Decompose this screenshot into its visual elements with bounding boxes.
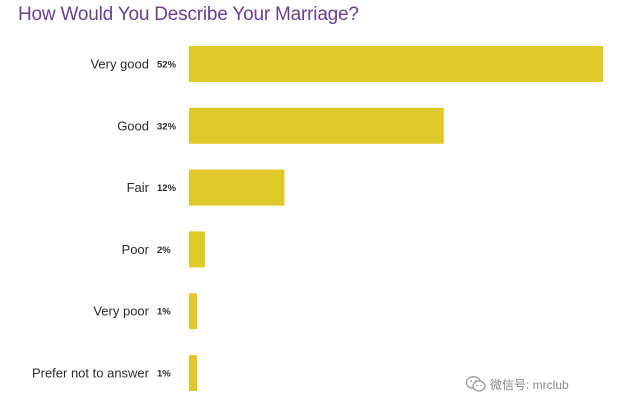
bar-very-poor — [189, 293, 197, 330]
category-label-very-poor: Very poor — [93, 304, 149, 319]
bar-prefer-not-to-answer — [189, 355, 197, 391]
bar-fair — [189, 169, 285, 206]
wechat-icon — [466, 376, 486, 392]
category-label-fair: Fair — [127, 180, 150, 195]
category-label-very-good: Very good — [90, 57, 149, 72]
watermark: 微信号: mrclub — [466, 374, 569, 394]
category-labels-group: Very good Good Fair Poor Very poor Prefer not… — [32, 57, 150, 381]
category-label-prefer-not-to-answer: Prefer not to answer — [32, 366, 150, 381]
value-label-prefer-not-to-answer: 1% — [157, 369, 171, 380]
value-label-poor: 2% — [157, 245, 171, 256]
bars-group — [189, 46, 603, 391]
category-label-good: Good — [117, 118, 149, 133]
value-label-good: 32% — [157, 121, 177, 132]
bar-poor — [189, 231, 205, 268]
bar-very-good — [189, 46, 603, 82]
category-label-poor: Poor — [122, 242, 150, 257]
watermark-text: 微信号: mrclub — [490, 377, 569, 392]
value-label-fair: 12% — [157, 183, 177, 194]
bar-good — [189, 107, 444, 144]
value-label-very-good: 52% — [157, 60, 177, 71]
value-label-very-poor: 1% — [157, 307, 171, 318]
value-labels-group: 52% 32% 12% 2% 1% 1% — [157, 60, 177, 380]
chart-title: How Would You Describe Your Marriage? — [18, 4, 359, 25]
